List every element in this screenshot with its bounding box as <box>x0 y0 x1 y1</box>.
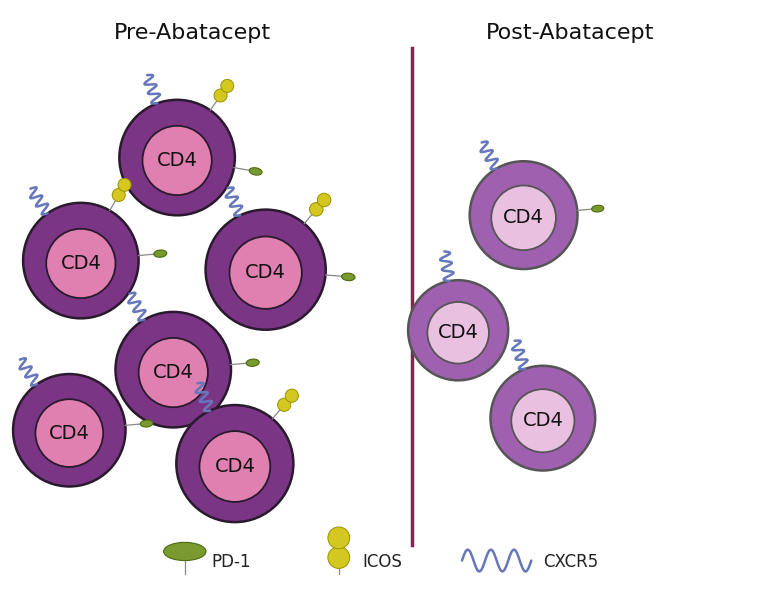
Text: CD4: CD4 <box>152 363 194 382</box>
Circle shape <box>511 389 574 452</box>
Ellipse shape <box>140 420 153 427</box>
Circle shape <box>13 374 126 487</box>
Text: CD4: CD4 <box>49 424 90 442</box>
Ellipse shape <box>591 205 604 212</box>
Ellipse shape <box>249 168 262 175</box>
Circle shape <box>427 302 489 364</box>
Circle shape <box>491 185 556 250</box>
Circle shape <box>119 100 235 215</box>
Circle shape <box>221 79 234 93</box>
Circle shape <box>328 527 350 549</box>
Circle shape <box>490 366 595 470</box>
Text: CXCR5: CXCR5 <box>543 553 598 571</box>
Text: CD4: CD4 <box>522 411 564 430</box>
Circle shape <box>176 405 293 522</box>
Ellipse shape <box>246 359 259 367</box>
Ellipse shape <box>154 250 167 258</box>
Circle shape <box>317 193 331 207</box>
Text: CD4: CD4 <box>156 151 198 170</box>
Text: PD-1: PD-1 <box>212 553 251 571</box>
Text: ICOS: ICOS <box>362 553 402 571</box>
Circle shape <box>470 161 578 269</box>
Circle shape <box>408 280 508 381</box>
Circle shape <box>35 399 103 467</box>
Ellipse shape <box>342 273 355 281</box>
Circle shape <box>310 202 323 216</box>
Circle shape <box>214 89 227 102</box>
Circle shape <box>199 431 270 502</box>
Text: CD4: CD4 <box>503 208 544 227</box>
Text: CD4: CD4 <box>245 263 286 282</box>
Circle shape <box>46 229 116 298</box>
Circle shape <box>328 547 350 568</box>
Circle shape <box>142 126 212 195</box>
Text: CD4: CD4 <box>437 323 479 342</box>
Circle shape <box>285 389 299 402</box>
Text: Post-Abatacept: Post-Abatacept <box>486 23 654 44</box>
Circle shape <box>229 236 302 309</box>
Circle shape <box>112 188 126 201</box>
Ellipse shape <box>163 542 206 561</box>
Text: CD4: CD4 <box>214 457 256 476</box>
Circle shape <box>206 210 326 330</box>
Circle shape <box>23 203 139 318</box>
Circle shape <box>278 398 291 411</box>
Circle shape <box>116 312 231 427</box>
Text: CD4: CD4 <box>60 254 102 273</box>
Text: Pre-Abatacept: Pre-Abatacept <box>114 23 271 44</box>
Circle shape <box>118 178 131 191</box>
Circle shape <box>139 338 208 407</box>
